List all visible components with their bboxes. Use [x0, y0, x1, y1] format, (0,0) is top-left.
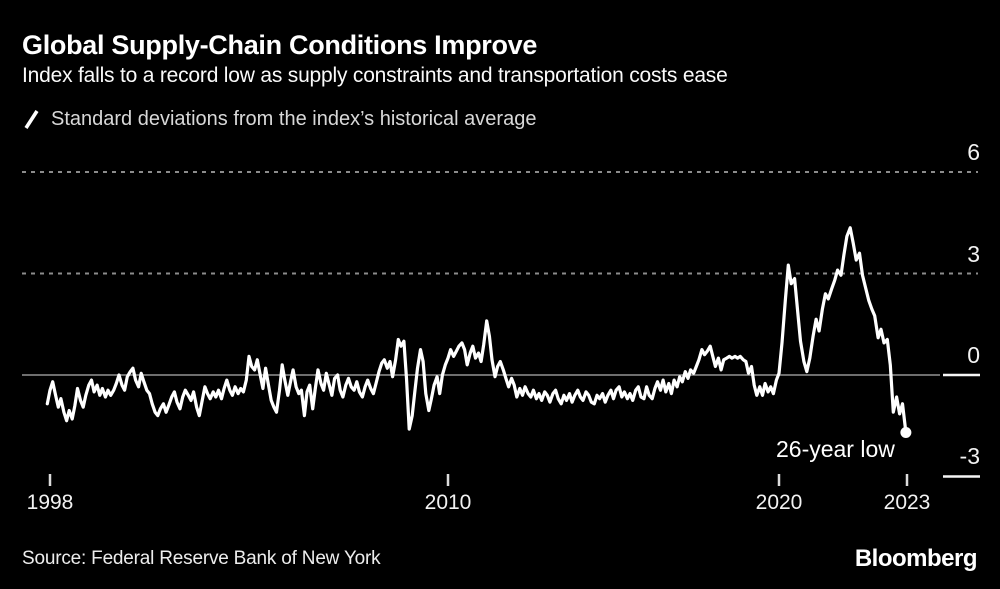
y-axis-label-3: 3	[967, 240, 980, 267]
bloomberg-logo: Bloomberg	[854, 545, 978, 572]
chart-title: Global Supply-Chain Conditions Improve	[22, 30, 538, 60]
legend-label: Standard deviations from the index’s his…	[51, 108, 537, 130]
y-axis-label-6: 6	[967, 139, 980, 166]
y-axis-label-0: 0	[967, 342, 980, 368]
legend: Standard deviations from the index’s his…	[23, 108, 536, 131]
x-axis-label-2020: 2020	[755, 491, 803, 514]
chart-subtitle: Index falls to a record low as supply co…	[22, 64, 728, 87]
x-axis-label-1998: 1998	[26, 491, 74, 514]
series-slash-icon	[24, 110, 39, 129]
x-axis-label-2010: 2010	[424, 491, 472, 514]
y-axis-label-minus3: -3	[959, 443, 980, 470]
x-axis-label-2023: 2023	[883, 491, 931, 514]
annotation-26-year-low: 26-year low	[775, 435, 895, 462]
source-note: Source: Federal Reserve Bank of New York	[22, 548, 381, 569]
last-point-marker	[900, 427, 912, 439]
series-line	[45, 226, 908, 435]
